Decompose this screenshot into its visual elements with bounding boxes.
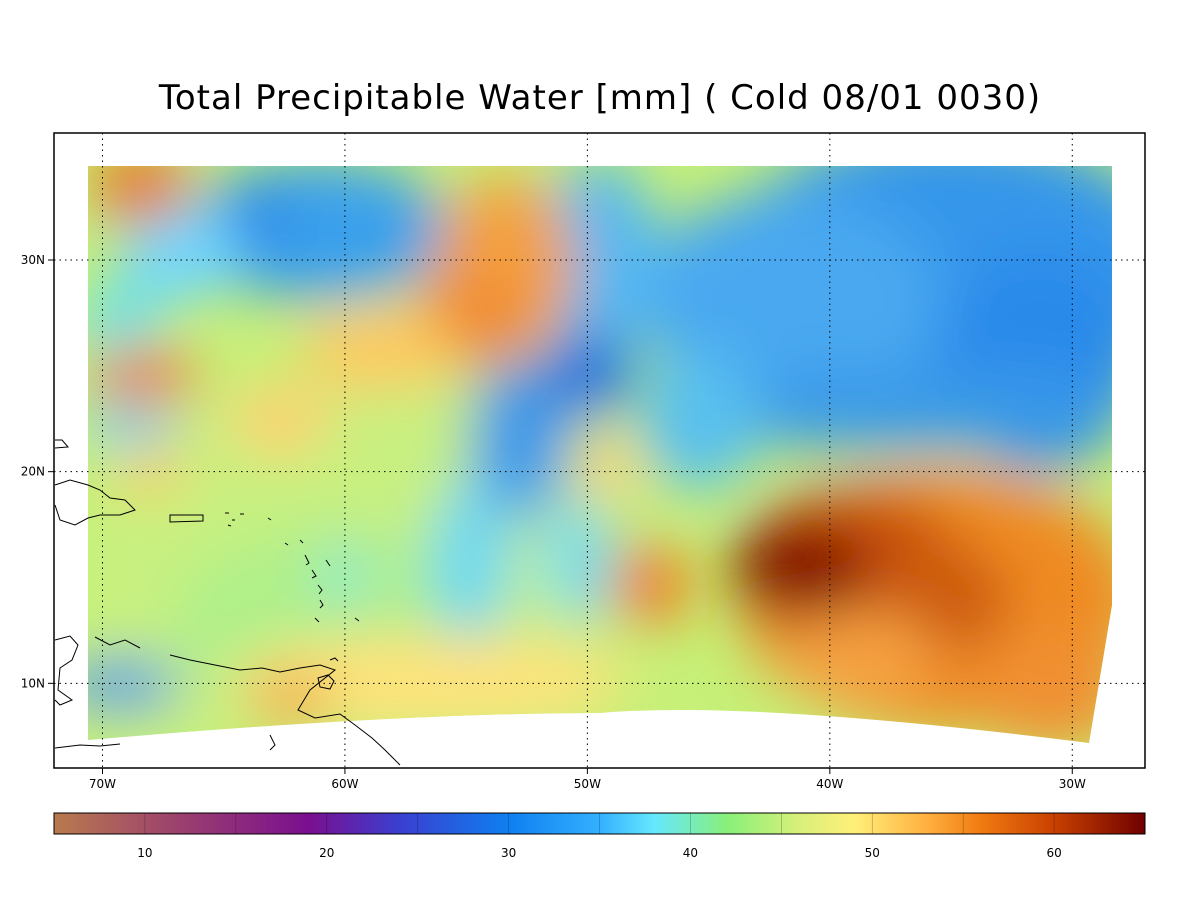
lon-tick-label: 70W [89, 777, 116, 791]
lon-axis: 70W 60W 50W 40W 30W [89, 768, 1086, 791]
colorbar-tick-label: 40 [683, 846, 698, 860]
cuba-coast [54, 439, 70, 449]
lon-tick-label: 40W [816, 777, 843, 791]
colorbar: 10 20 30 40 50 60 [53, 812, 1146, 860]
colorbar-ticks: 10 20 30 40 50 60 [137, 813, 1062, 860]
virgin-islands [225, 512, 244, 527]
trinidad-coast [317, 674, 335, 690]
precipitable-water-field [88, 166, 1112, 743]
map-title: Total Precipitable Water [mm] ( Cold 08/… [158, 78, 1042, 118]
puerto-rico-coast [169, 514, 204, 523]
lesser-antilles [267, 517, 360, 623]
graticule [54, 133, 1145, 768]
lat-axis: 10N 20N 30N [21, 253, 54, 690]
lat-tick-label: 30N [21, 253, 45, 267]
colorbar-tick-label: 60 [1046, 846, 1061, 860]
hispaniola-coast [54, 479, 136, 526]
tobago-coast [329, 657, 339, 662]
lon-tick-label: 50W [574, 777, 601, 791]
colorbar-tick-label: 30 [501, 846, 516, 860]
south-america-coast [54, 635, 401, 766]
coastlines [54, 439, 401, 766]
lat-tick-label: 20N [21, 465, 45, 479]
lon-tick-label: 60W [331, 777, 358, 791]
colorbar-tick-label: 20 [319, 846, 334, 860]
map-frame [53, 132, 1146, 769]
colorbar-ramp [53, 812, 1146, 835]
colorbar-tick-label: 50 [865, 846, 880, 860]
lon-tick-label: 30W [1059, 777, 1086, 791]
colorbar-tick-label: 10 [137, 846, 152, 860]
lat-tick-label: 10N [21, 676, 45, 690]
